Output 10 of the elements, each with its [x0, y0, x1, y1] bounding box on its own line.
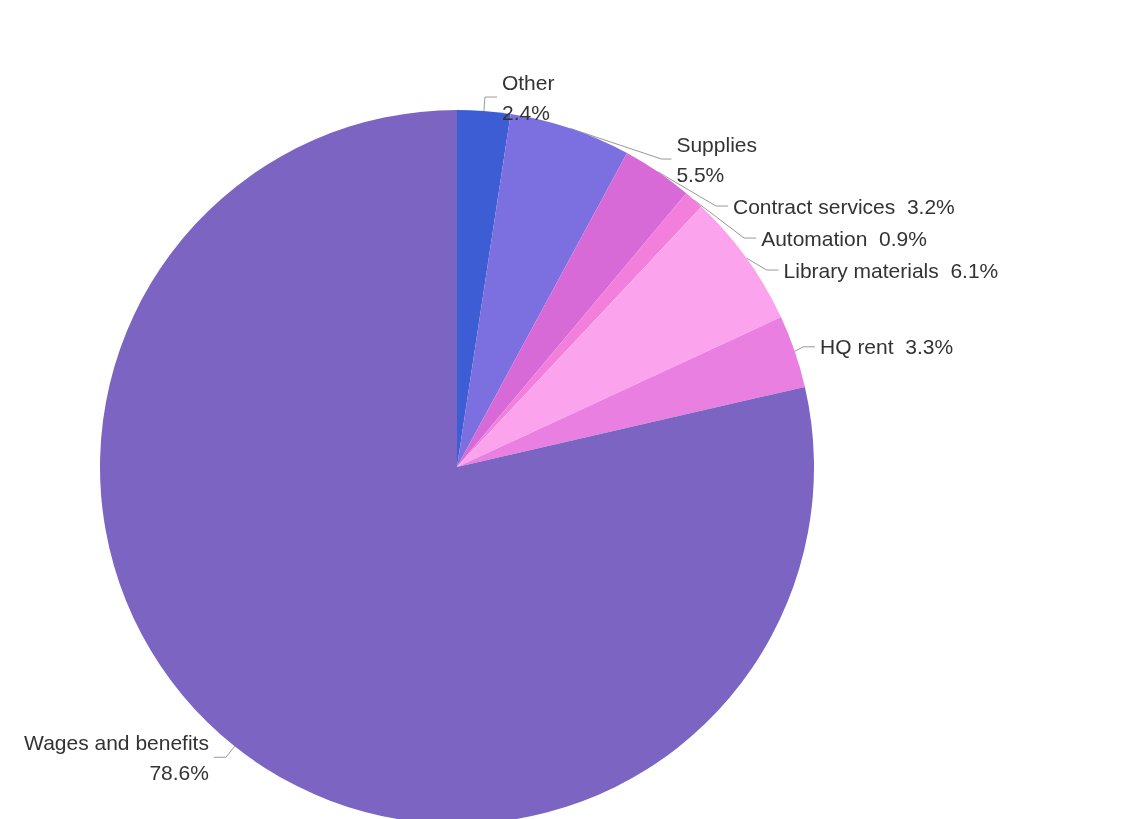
data-label: 78.6%	[149, 760, 209, 784]
data-label: 5.5%	[676, 162, 725, 186]
slice-label: HQ rent 3.3%	[820, 335, 954, 359]
slice-label: Automation 0.9%	[761, 226, 927, 250]
slice-label: Supplies	[676, 132, 757, 156]
slice-label: Contract services 3.2%	[733, 194, 955, 218]
data-label: 2.4%	[501, 100, 550, 124]
slice-label: Library materials 6.1%	[783, 258, 999, 282]
slice-label: Wages and benefits	[24, 730, 209, 754]
slice-label: Other	[501, 70, 555, 94]
